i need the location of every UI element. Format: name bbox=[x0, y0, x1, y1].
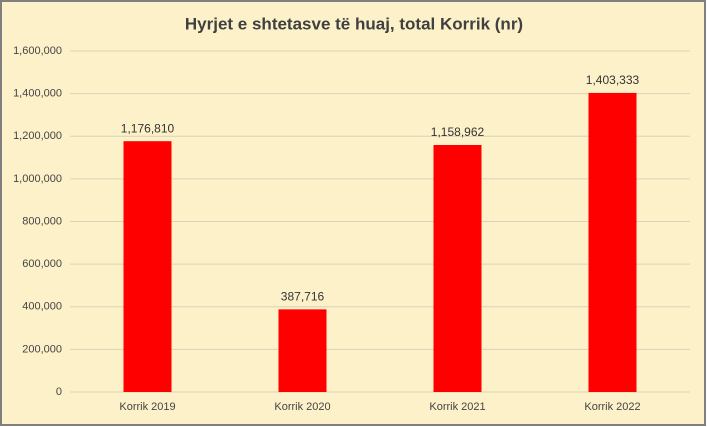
y-tick-label: 0 bbox=[56, 386, 62, 398]
y-tick-label: 600,000 bbox=[22, 258, 62, 270]
bar bbox=[588, 92, 637, 392]
x-tick-label: Korrik 2022 bbox=[584, 401, 640, 413]
bar bbox=[123, 141, 172, 392]
x-tick-label: Korrik 2020 bbox=[274, 401, 330, 413]
data-label: 1,403,333 bbox=[586, 73, 640, 87]
data-label: 1,158,962 bbox=[431, 125, 485, 139]
y-tick-label: 1,200,000 bbox=[13, 130, 62, 142]
y-tick-label: 400,000 bbox=[22, 301, 62, 313]
chart-title: Hyrjet e shtetasve të huaj, total Korrik… bbox=[185, 14, 523, 33]
bar bbox=[278, 309, 327, 392]
data-label: 1,176,810 bbox=[121, 121, 175, 135]
y-tick-label: 1,400,000 bbox=[13, 88, 62, 100]
bar bbox=[433, 144, 482, 392]
x-tick-label: Korrik 2021 bbox=[429, 401, 485, 413]
data-label: 387,716 bbox=[281, 290, 325, 304]
x-tick-label: Korrik 2019 bbox=[119, 401, 175, 413]
y-tick-label: 800,000 bbox=[22, 215, 62, 227]
y-tick-label: 1,000,000 bbox=[13, 173, 62, 185]
y-tick-label: 200,000 bbox=[22, 343, 62, 355]
y-tick-label: 1,600,000 bbox=[13, 45, 62, 57]
